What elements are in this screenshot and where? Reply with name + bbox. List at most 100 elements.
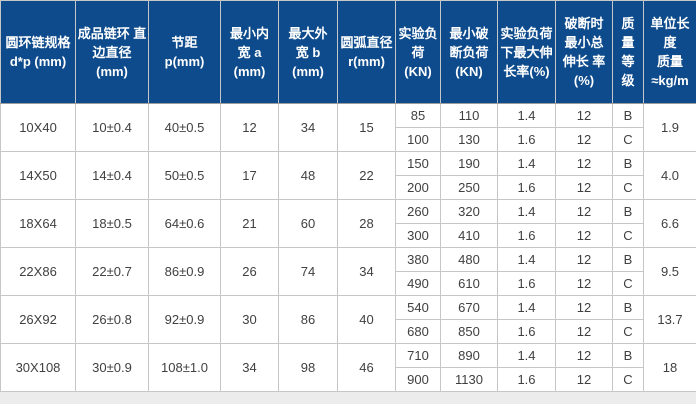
max-elongation-test-cell: 1.4 xyxy=(497,151,556,176)
spec-cell: 30X108 xyxy=(0,343,76,392)
spec-cell: 14X50 xyxy=(0,151,76,200)
max-outer-width-cell: 48 xyxy=(278,151,338,200)
max-outer-width-cell: 74 xyxy=(278,247,338,296)
table-body: 10X40 10±0.4 40±0.5 12 34 15 85 110 1.4 12 B 1.9 100… xyxy=(0,103,696,392)
grade-cell: C xyxy=(612,223,644,248)
table-row: 30X108 30±0.9 108±1.0 34 98 46 710 890 1.4 12 B 18 xyxy=(0,343,696,392)
test-load-cell: 300 xyxy=(395,223,441,248)
min-break-load-cell: 850 xyxy=(440,319,498,344)
min-total-elongation-cell: 12 xyxy=(555,199,613,224)
pitch-cell: 92±0.9 xyxy=(148,295,221,344)
max-elongation-test-cell: 1.6 xyxy=(497,271,556,296)
unit-mass-cell: 6.6 xyxy=(643,199,696,248)
column-header-min-inner-width: 最小内 宽 a (mm) xyxy=(220,0,279,104)
arc-diameter-cell: 34 xyxy=(337,247,396,296)
edge-diameter-cell: 26±0.8 xyxy=(75,295,149,344)
column-header-max-elongation-test: 实验负荷 下最大伸 长率(%) xyxy=(497,0,556,104)
table-row: 10X40 10±0.4 40±0.5 12 34 15 85 110 1.4 12 B 1.9 xyxy=(0,103,696,152)
test-load-cell: 100 xyxy=(395,127,441,152)
column-header-pitch: 节距 p(mm) xyxy=(148,0,221,104)
grade-cell: C xyxy=(612,271,644,296)
table-row: 490 610 1.6 12 C xyxy=(1,271,696,296)
column-header-unit-mass: 单位长度 质量 ≈kg/m xyxy=(643,0,696,104)
min-total-elongation-cell: 12 xyxy=(555,247,613,272)
min-total-elongation-cell: 12 xyxy=(555,151,613,176)
grade-cell: C xyxy=(612,319,644,344)
test-load-cell: 85 xyxy=(395,103,441,128)
table-row: 100 130 1.6 12 C xyxy=(1,127,696,152)
column-header-arc-diameter: 圆弧直径 r(mm) xyxy=(337,0,396,104)
max-outer-width-cell: 86 xyxy=(278,295,338,344)
pitch-cell: 108±1.0 xyxy=(148,343,221,392)
test-load-cell: 200 xyxy=(395,175,441,200)
column-header-spec: 圆环链规格 d*p (mm) xyxy=(0,0,76,104)
min-total-elongation-cell: 12 xyxy=(555,271,613,296)
column-header-test-load: 实验负 荷 (KN) xyxy=(395,0,441,104)
grade-cell: B xyxy=(612,199,644,224)
min-inner-width-cell: 17 xyxy=(220,151,279,200)
spec-cell: 18X64 xyxy=(0,199,76,248)
grade-cell: C xyxy=(612,367,644,392)
table-row: 22X86 22±0.7 86±0.9 26 74 34 380 480 1.4 12 B 9.5 xyxy=(0,247,696,296)
min-total-elongation-cell: 12 xyxy=(555,295,613,320)
max-elongation-test-cell: 1.4 xyxy=(497,343,556,368)
test-load-cell: 540 xyxy=(395,295,441,320)
header-row: 圆环链规格 d*p (mm) 成品链环 直 边直径 (mm) 节距 p(mm) … xyxy=(0,0,696,104)
min-break-load-cell: 320 xyxy=(440,199,498,224)
unit-mass-cell: 13.7 xyxy=(643,295,696,344)
test-load-cell: 150 xyxy=(395,151,441,176)
spec-cell: 10X40 xyxy=(0,103,76,152)
test-load-cell: 710 xyxy=(395,343,441,368)
min-total-elongation-cell: 12 xyxy=(555,127,613,152)
arc-diameter-cell: 40 xyxy=(337,295,396,344)
min-total-elongation-cell: 12 xyxy=(555,343,613,368)
spec-cell: 26X92 xyxy=(0,295,76,344)
test-load-cell: 900 xyxy=(395,367,441,392)
table-header: 圆环链规格 d*p (mm) 成品链环 直 边直径 (mm) 节距 p(mm) … xyxy=(0,0,696,104)
table-row: 900 1130 1.6 12 C xyxy=(1,367,696,392)
max-elongation-test-cell: 1.6 xyxy=(497,223,556,248)
arc-diameter-cell: 15 xyxy=(337,103,396,152)
min-inner-width-cell: 21 xyxy=(220,199,279,248)
unit-mass-cell: 1.9 xyxy=(643,103,696,152)
min-total-elongation-cell: 12 xyxy=(555,367,613,392)
grade-cell: C xyxy=(612,175,644,200)
min-inner-width-cell: 34 xyxy=(220,343,279,392)
unit-mass-cell: 4.0 xyxy=(643,151,696,200)
min-total-elongation-cell: 12 xyxy=(555,223,613,248)
unit-mass-cell: 9.5 xyxy=(643,247,696,296)
pitch-cell: 64±0.6 xyxy=(148,199,221,248)
min-inner-width-cell: 12 xyxy=(220,103,279,152)
min-break-load-cell: 130 xyxy=(440,127,498,152)
grade-cell: B xyxy=(612,103,644,128)
max-elongation-test-cell: 1.6 xyxy=(497,175,556,200)
min-inner-width-cell: 26 xyxy=(220,247,279,296)
column-header-min-break-load: 最小破 断负荷 (KN) xyxy=(440,0,498,104)
table-row: 680 850 1.6 12 C xyxy=(1,319,696,344)
min-break-load-cell: 190 xyxy=(440,151,498,176)
arc-diameter-cell: 22 xyxy=(337,151,396,200)
min-break-load-cell: 610 xyxy=(440,271,498,296)
unit-mass-cell: 18 xyxy=(643,343,696,392)
grade-cell: C xyxy=(612,127,644,152)
min-break-load-cell: 250 xyxy=(440,175,498,200)
edge-diameter-cell: 14±0.4 xyxy=(75,151,149,200)
max-elongation-test-cell: 1.6 xyxy=(497,127,556,152)
column-header-max-outer-width: 最大外 宽 b (mm) xyxy=(278,0,338,104)
edge-diameter-cell: 30±0.9 xyxy=(75,343,149,392)
min-total-elongation-cell: 12 xyxy=(555,319,613,344)
min-total-elongation-cell: 12 xyxy=(555,175,613,200)
table-row: 300 410 1.6 12 C xyxy=(1,223,696,248)
min-inner-width-cell: 30 xyxy=(220,295,279,344)
max-elongation-test-cell: 1.4 xyxy=(497,103,556,128)
max-outer-width-cell: 60 xyxy=(278,199,338,248)
max-elongation-test-cell: 1.4 xyxy=(497,295,556,320)
grade-cell: B xyxy=(612,247,644,272)
test-load-cell: 490 xyxy=(395,271,441,296)
max-elongation-test-cell: 1.6 xyxy=(497,367,556,392)
spec-cell: 22X86 xyxy=(0,247,76,296)
table-row: 26X92 26±0.8 92±0.9 30 86 40 540 670 1.4 12 B 13.7 xyxy=(0,295,696,344)
min-break-load-cell: 480 xyxy=(440,247,498,272)
pitch-cell: 50±0.5 xyxy=(148,151,221,200)
max-elongation-test-cell: 1.4 xyxy=(497,199,556,224)
